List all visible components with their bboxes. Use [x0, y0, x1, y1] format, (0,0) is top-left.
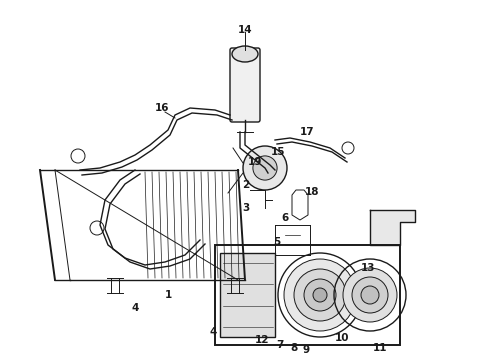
Text: 2: 2	[243, 180, 249, 190]
Bar	[220, 253, 275, 337]
Circle shape	[304, 279, 336, 311]
Text: 10: 10	[335, 333, 349, 343]
Bar	[215, 245, 400, 345]
Text: 5: 5	[273, 237, 281, 247]
Text: 17: 17	[300, 127, 314, 137]
FancyBboxPatch shape	[230, 48, 260, 122]
Text: 13: 13	[361, 263, 375, 273]
Text: 4: 4	[131, 303, 139, 313]
Text: 11: 11	[373, 343, 387, 353]
Text: 9: 9	[302, 345, 310, 355]
Polygon shape	[370, 210, 415, 245]
Text: 16: 16	[155, 103, 169, 113]
Circle shape	[253, 156, 277, 180]
Text: 15: 15	[271, 147, 285, 157]
Text: 1: 1	[164, 290, 171, 300]
Text: 19: 19	[248, 157, 262, 167]
Circle shape	[313, 288, 327, 302]
Text: 18: 18	[305, 187, 319, 197]
Circle shape	[294, 269, 346, 321]
Text: 6: 6	[281, 213, 289, 223]
Circle shape	[343, 268, 397, 322]
Text: 12: 12	[255, 335, 269, 345]
Text: 8: 8	[291, 343, 297, 353]
Circle shape	[361, 286, 379, 304]
Text: 14: 14	[238, 25, 252, 35]
Text: 3: 3	[243, 203, 249, 213]
Ellipse shape	[232, 46, 258, 62]
Circle shape	[243, 146, 287, 190]
Circle shape	[352, 277, 388, 313]
Text: 4: 4	[209, 327, 217, 337]
Circle shape	[284, 259, 356, 331]
Text: 7: 7	[276, 340, 284, 350]
